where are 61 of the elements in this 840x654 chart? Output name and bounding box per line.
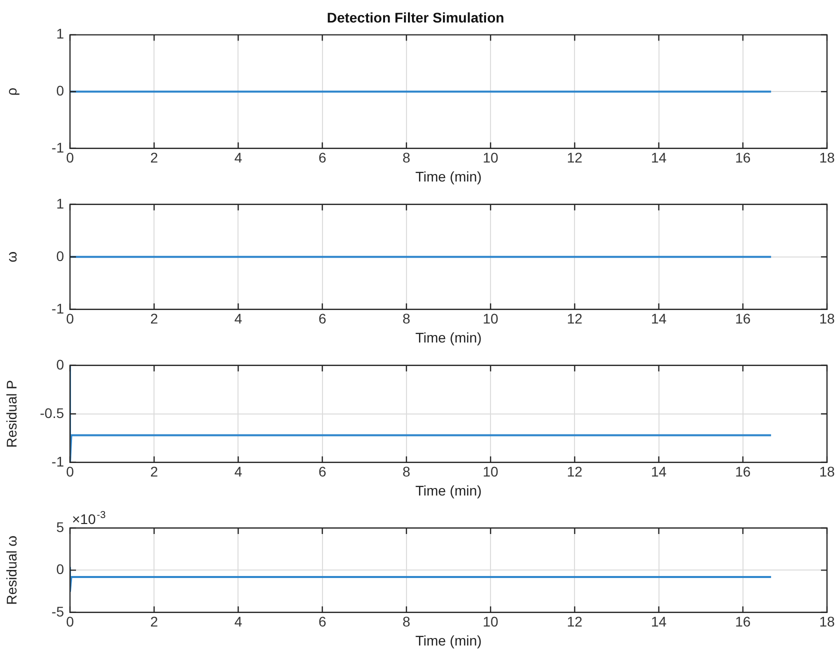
x-tick-label: 0 xyxy=(66,464,74,480)
x-tick-label: 16 xyxy=(735,310,751,327)
x-tick-label: 8 xyxy=(402,150,411,166)
x-tick-label: 4 xyxy=(234,464,242,480)
chart-title: Detection Filter Simulation xyxy=(326,9,504,26)
x-tick-label: 6 xyxy=(318,310,326,327)
y-tick-label: -1 xyxy=(52,453,64,470)
x-tick-label: 10 xyxy=(482,150,499,166)
x-tick-label: 8 xyxy=(402,464,411,480)
x-tick-label: 14 xyxy=(650,150,667,166)
y-tick-label: 0 xyxy=(56,356,64,372)
x-tick-label: 18 xyxy=(819,310,835,327)
x-tick-label: 12 xyxy=(566,310,583,327)
x-tick-label: 12 xyxy=(566,150,583,166)
x-tick-label: 4 xyxy=(234,310,242,327)
x-tick-label: 16 xyxy=(735,464,751,480)
x-tick-label: 0 xyxy=(66,150,74,166)
y-tick-label: 0 xyxy=(56,561,64,578)
x-tick-label: 2 xyxy=(150,150,158,166)
x-tick-label: 2 xyxy=(150,464,158,480)
y-tick-label: 0 xyxy=(56,248,64,264)
x-tick-label: 10 xyxy=(482,310,499,327)
y-axis-title: Residual ω xyxy=(3,535,20,605)
x-axis-title: Time (min) xyxy=(415,632,482,648)
x-tick-label: 4 xyxy=(234,614,242,630)
x-tick-label: 14 xyxy=(650,310,667,327)
x-tick-label: 14 xyxy=(650,464,667,480)
y-tick-label: 5 xyxy=(56,518,64,535)
y-tick-label: 1 xyxy=(56,195,64,212)
x-tick-label: 12 xyxy=(566,614,583,630)
x-tick-label: 14 xyxy=(650,614,667,630)
y-tick-label: -0.5 xyxy=(40,404,64,421)
y-tick-label: 1 xyxy=(56,26,64,42)
x-tick-label: 2 xyxy=(150,614,158,630)
x-tick-label: 18 xyxy=(819,150,835,166)
x-tick-label: 6 xyxy=(318,150,326,166)
x-tick-label: 18 xyxy=(819,614,835,630)
y-axis-title: Residual P xyxy=(3,380,20,448)
x-tick-label: 0 xyxy=(66,614,74,630)
y-axis-title: ρ xyxy=(3,88,20,96)
y-tick-label: -5 xyxy=(52,603,64,620)
x-axis-title: Time (min) xyxy=(415,482,482,498)
x-tick-label: 10 xyxy=(482,614,499,630)
x-tick-label: 12 xyxy=(566,464,583,480)
x-tick-label: 0 xyxy=(66,310,74,327)
x-tick-label: 6 xyxy=(318,614,326,630)
y-tick-label: -1 xyxy=(52,300,64,316)
x-tick-label: 16 xyxy=(735,614,751,630)
x-tick-label: 6 xyxy=(318,464,326,480)
x-tick-label: 10 xyxy=(482,464,499,480)
x-axis-title: Time (min) xyxy=(415,329,482,346)
y-tick-label: 0 xyxy=(56,82,64,98)
x-axis-title: Time (min) xyxy=(415,168,482,184)
y-axis-title: ω xyxy=(3,251,20,262)
x-tick-label: 4 xyxy=(234,150,242,166)
x-tick-label: 8 xyxy=(402,310,411,327)
x-tick-label: 2 xyxy=(150,310,158,327)
y-tick-label: -1 xyxy=(52,139,64,156)
x-tick-label: 18 xyxy=(819,464,835,480)
x-tick-label: 8 xyxy=(402,614,411,630)
x-tick-label: 16 xyxy=(735,150,751,166)
